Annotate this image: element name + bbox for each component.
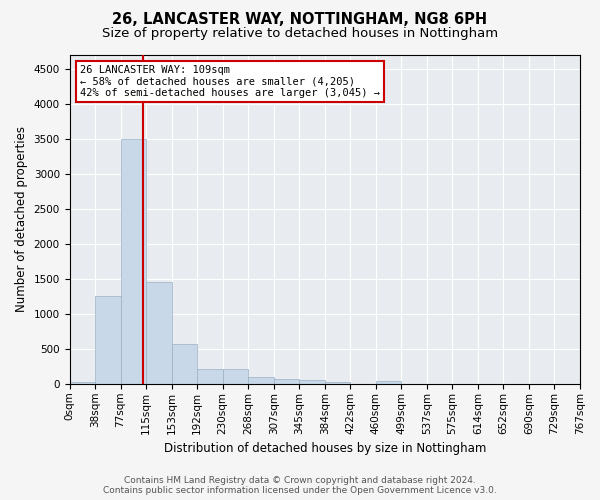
Text: 26, LANCASTER WAY, NOTTINGHAM, NG8 6PH: 26, LANCASTER WAY, NOTTINGHAM, NG8 6PH xyxy=(112,12,488,28)
Bar xyxy=(248,377,274,384)
Bar xyxy=(95,296,121,384)
X-axis label: Distribution of detached houses by size in Nottingham: Distribution of detached houses by size … xyxy=(164,442,486,455)
Text: Size of property relative to detached houses in Nottingham: Size of property relative to detached ho… xyxy=(102,28,498,40)
Bar xyxy=(146,282,172,384)
Bar xyxy=(274,378,299,384)
Y-axis label: Number of detached properties: Number of detached properties xyxy=(15,126,28,312)
Bar xyxy=(121,139,146,384)
Bar xyxy=(197,368,223,384)
Bar xyxy=(325,382,350,384)
Bar xyxy=(376,382,401,384)
Bar xyxy=(70,382,95,384)
Text: Contains HM Land Registry data © Crown copyright and database right 2024.
Contai: Contains HM Land Registry data © Crown c… xyxy=(103,476,497,495)
Bar xyxy=(299,380,325,384)
Text: 26 LANCASTER WAY: 109sqm
← 58% of detached houses are smaller (4,205)
42% of sem: 26 LANCASTER WAY: 109sqm ← 58% of detach… xyxy=(80,65,380,98)
Bar xyxy=(223,369,248,384)
Bar xyxy=(172,344,197,384)
